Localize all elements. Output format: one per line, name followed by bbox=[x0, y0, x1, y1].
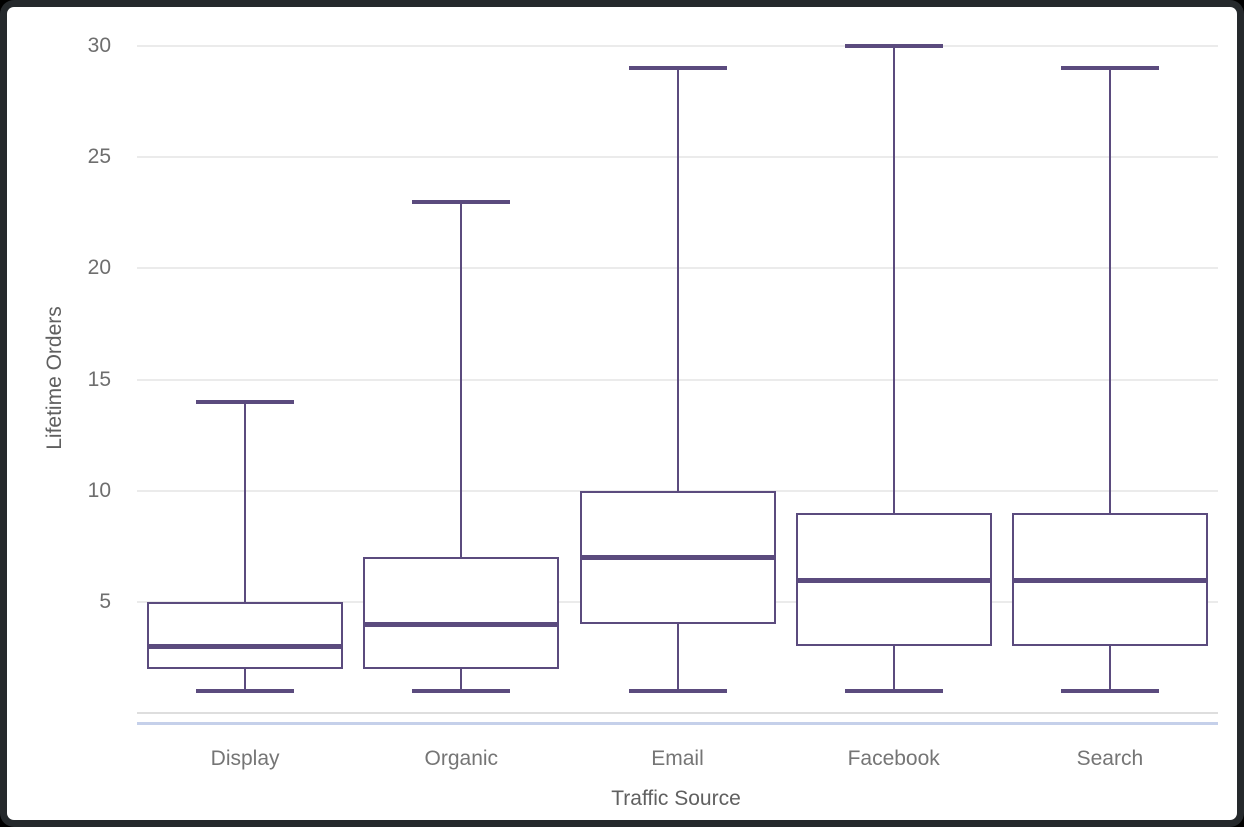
whisker-cap-max bbox=[1060, 66, 1159, 71]
whisker-lower bbox=[892, 646, 895, 691]
y-tick-label: 20 bbox=[87, 256, 111, 280]
gridline bbox=[137, 45, 1218, 47]
y-tick-label: 15 bbox=[87, 367, 111, 391]
box bbox=[363, 557, 560, 669]
whisker-cap-min bbox=[628, 688, 727, 693]
x-axis-accent-line bbox=[137, 722, 1218, 725]
category-label: Display bbox=[210, 747, 280, 770]
whisker-lower bbox=[676, 624, 679, 691]
whisker-cap-max bbox=[628, 66, 727, 71]
whisker-cap-min bbox=[412, 688, 511, 693]
median-line bbox=[579, 555, 776, 561]
y-tick-label: 25 bbox=[87, 145, 111, 169]
whisker-upper bbox=[460, 201, 463, 558]
x-axis-title: Traffic Source bbox=[611, 787, 741, 810]
median-line bbox=[1011, 577, 1208, 583]
chart-canvas: 5 10 15 20 25 30 Display Organic Email Facebook Se… bbox=[7, 7, 1237, 820]
y-tick-label: 5 bbox=[99, 589, 111, 613]
whisker-lower bbox=[1108, 646, 1111, 691]
whisker-cap-min bbox=[196, 688, 295, 693]
whisker-cap-max bbox=[844, 44, 943, 48]
whisker-cap-min bbox=[1060, 688, 1159, 693]
whisker-upper bbox=[892, 46, 895, 513]
y-tick-label: 10 bbox=[87, 478, 111, 502]
whisker-cap-max bbox=[196, 399, 295, 404]
category-label: Email bbox=[651, 747, 704, 770]
whisker-cap-max bbox=[412, 199, 511, 204]
whisker-cap-min bbox=[844, 688, 943, 693]
box bbox=[147, 601, 344, 669]
whisker-upper bbox=[244, 401, 247, 602]
category-label: Organic bbox=[424, 747, 499, 770]
whisker-lower bbox=[460, 668, 463, 691]
y-tick-label: 30 bbox=[87, 34, 111, 57]
whisker-upper bbox=[1108, 68, 1111, 513]
whisker-lower bbox=[244, 668, 247, 691]
x-axis-line bbox=[137, 712, 1218, 714]
whisker-upper bbox=[676, 68, 679, 491]
y-axis-title: Lifetime Orders bbox=[43, 306, 66, 450]
median-line bbox=[147, 644, 344, 650]
median-line bbox=[795, 577, 992, 583]
median-line bbox=[363, 622, 560, 628]
category-label: Search bbox=[1076, 747, 1144, 770]
category-label: Facebook bbox=[847, 747, 940, 770]
